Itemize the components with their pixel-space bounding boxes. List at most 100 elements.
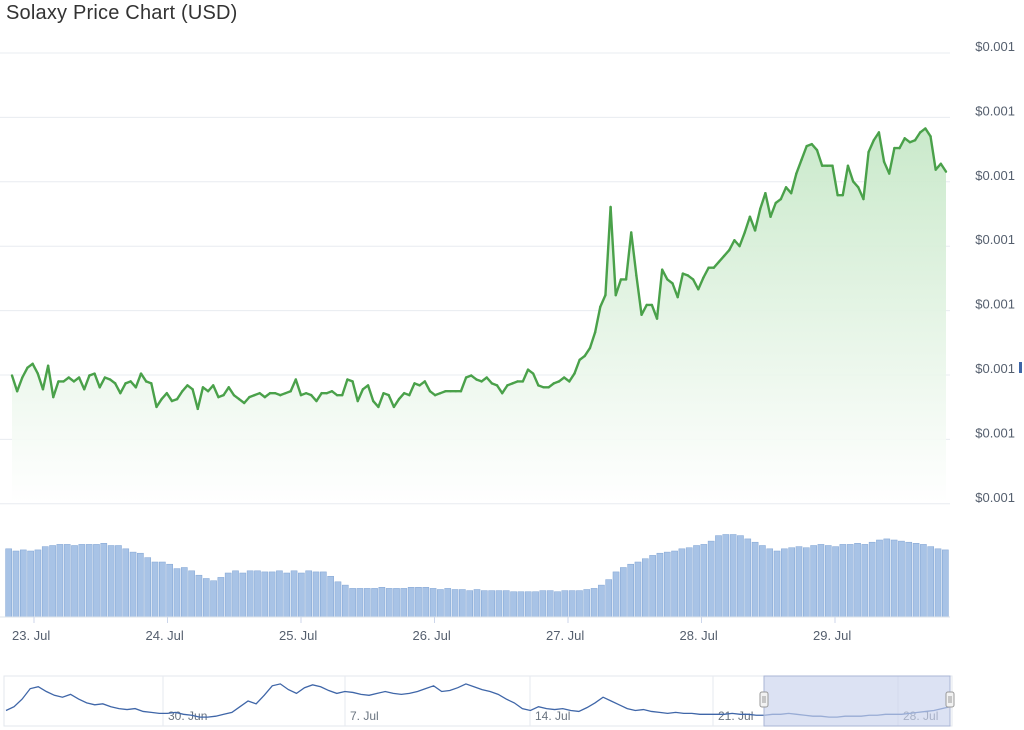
volume-bar [56,544,64,618]
volume-bar [846,544,854,618]
volume-bar [656,552,664,618]
volume-bar [239,572,247,618]
volume-bar [320,571,327,618]
volume-bar [649,555,656,618]
price-line-segment [929,135,937,171]
volume-bar [5,548,12,618]
volume-bar [27,550,34,618]
navigator-handle-left[interactable] [759,691,769,708]
volume-bar [788,547,795,618]
price-area-fill [12,128,946,503]
price-line-segment [867,139,875,154]
volume-bar [532,591,539,618]
price-line-segment [831,164,839,197]
volume-bar [195,574,203,618]
price-line-segment [573,358,581,375]
price-line-segment [243,395,251,405]
navigator-tick-label: 14. Jul [535,709,570,723]
price-line-segment [289,378,298,393]
volume-bar [312,571,320,618]
volume-bar [93,544,100,618]
volume-bar [927,546,935,618]
price-line-segment [748,215,757,232]
price-line-segment [531,372,540,387]
price-line-segment [52,380,60,399]
volume-bar [232,570,239,618]
price-line-segment [934,162,943,171]
price-line-segment [609,205,617,297]
last-price-marker [1019,362,1022,373]
volume-bar [620,567,627,618]
volume-bar [63,544,71,618]
volume-bar [151,561,159,618]
volume-bar [224,572,232,618]
price-line-segment [655,268,664,320]
price-line-segment [397,391,406,401]
volume-bar [598,584,605,618]
volume-bar [524,591,532,618]
price-line-segment [769,201,777,218]
price-line-segment [113,382,122,395]
price-line-segment [341,378,349,397]
volume-bar [451,589,459,618]
volume-bar [744,538,752,618]
price-line-segment [227,386,236,397]
price-line-segment [15,376,24,393]
price-line-segment [294,378,303,397]
volume-bar [693,545,700,618]
x-tick-label: 27. Jul [546,628,584,643]
volume-bar [363,588,371,618]
price-line-segment [10,374,19,393]
volume-bar [671,550,678,618]
price-line-segment [898,137,906,150]
price-line-segment [495,384,504,395]
volume-bar [663,551,671,618]
x-tick-label: 28. Jul [680,628,718,643]
price-line-segment [387,393,396,409]
volume-bar [751,541,759,618]
volume-bar [12,550,20,618]
price-line-segment [640,303,648,316]
price-line-segment [583,346,592,358]
price-line-segment [588,331,597,350]
price-line-segment [789,172,798,195]
price-line-segment [98,376,107,389]
navigator-selection[interactable] [763,675,951,727]
price-line-segment [356,388,365,403]
volume-bar [393,588,400,618]
volume-bar [839,544,847,618]
price-line-segment [408,382,416,397]
price-line-segment [697,276,705,291]
price-line-segment [877,131,886,164]
volume-bar [883,538,891,618]
volume-bar [85,544,93,618]
price-line-segment [624,231,633,281]
volume-bar [217,577,225,618]
price-line-segment [485,376,494,385]
price-line-segment [150,382,158,409]
volume-bar [890,539,898,618]
volume-bar [41,546,49,618]
price-line-segment [119,382,127,395]
price-line-segment [521,368,530,383]
navigator-handle-right[interactable] [945,691,955,708]
y-tick-label: $0.001 [975,232,1015,247]
x-tick-label: 24. Jul [146,628,184,643]
price-line-segment [800,144,808,162]
price-line-segment [31,362,39,375]
volume-bar [810,545,817,618]
volume-bar [715,535,722,618]
y-tick-label: $0.001 [975,490,1015,505]
price-line-segment [913,131,922,142]
price-line-segment [134,372,143,389]
price-line-segment [77,376,86,391]
volume-bar [561,590,569,618]
x-tick-label: 23. Jul [12,628,50,643]
y-tick-label: $0.001 [975,39,1015,54]
price-line-segment [795,158,803,175]
volume-bar [356,588,364,618]
price-line-segment [175,390,184,401]
navigator-tick-label: 21. Jul [718,709,753,723]
volume-bar [861,544,869,618]
